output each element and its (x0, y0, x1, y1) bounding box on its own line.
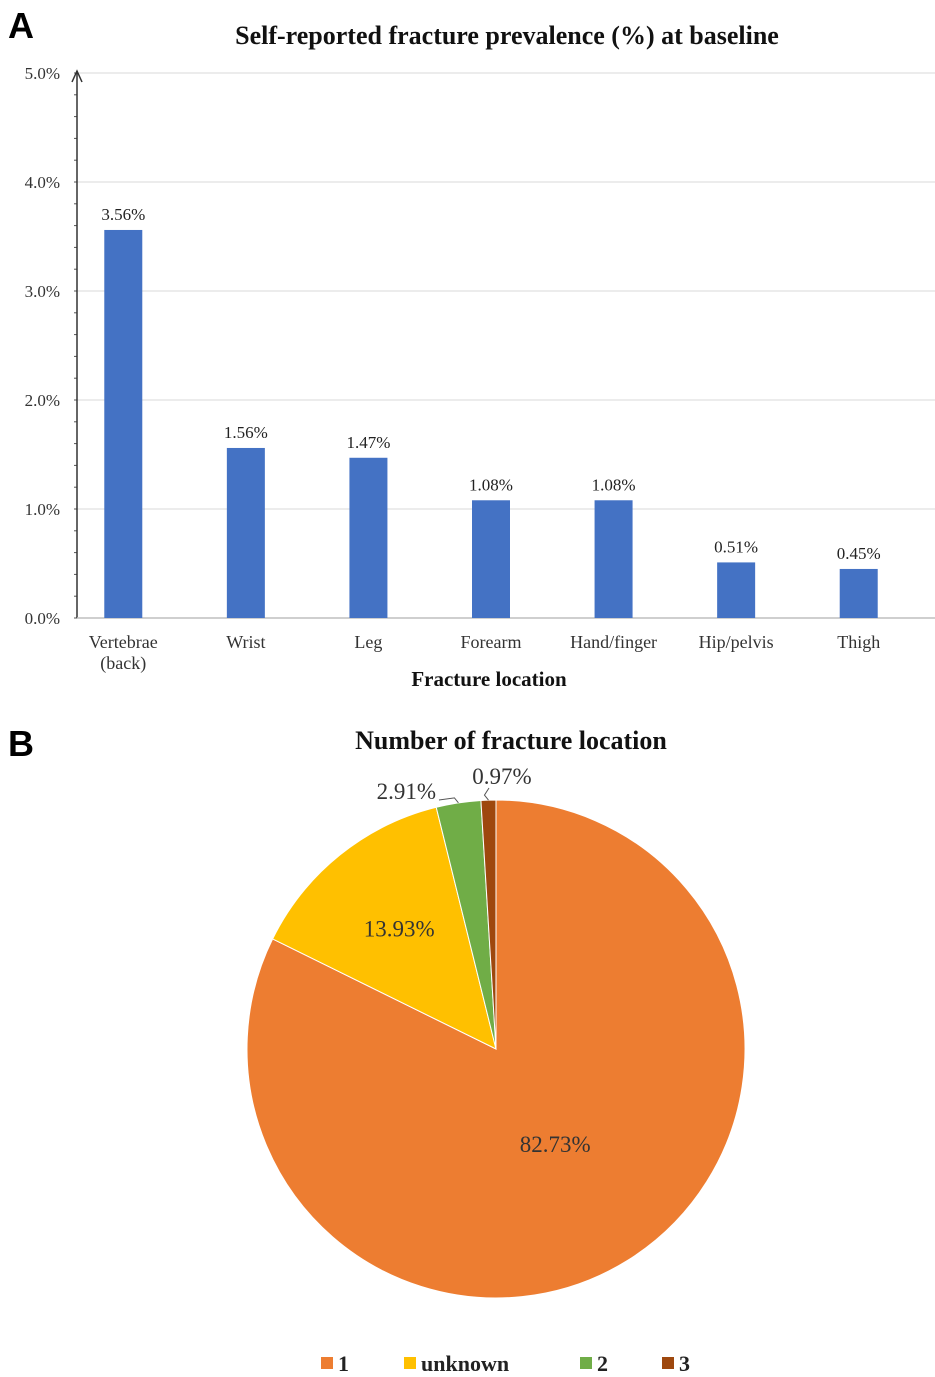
bar (472, 500, 510, 618)
data-label: 1.08% (592, 475, 636, 494)
bar (595, 500, 633, 618)
bar (717, 562, 755, 618)
x-category-label: Forearm (461, 632, 522, 652)
data-label: 1.08% (469, 475, 513, 494)
bar (349, 458, 387, 618)
data-label: 0.51% (714, 537, 758, 556)
y-tick-label: 2.0% (25, 391, 60, 410)
pie-slice-label: 2.91% (377, 779, 436, 804)
legend-label: 2 (597, 1351, 608, 1376)
legend-label: 1 (338, 1351, 349, 1376)
data-label: 0.45% (837, 544, 881, 563)
x-category-label: Leg (354, 632, 382, 652)
legend-swatch (321, 1357, 333, 1369)
pie-chart-title: Number of fracture location (355, 726, 667, 755)
pie-chart-slices (247, 800, 745, 1298)
pie-chart-legend: 1 unknown 2 3 (321, 1351, 690, 1376)
x-category-label: Thigh (837, 632, 880, 652)
x-category-label: (back) (100, 653, 146, 674)
pie-leader-line (484, 788, 489, 800)
bar (840, 569, 878, 618)
bar-chart-title: Self-reported fracture prevalence (%) at… (235, 21, 779, 50)
bar-chart-gridlines (77, 73, 935, 509)
legend-label: unknown (421, 1351, 509, 1376)
bar-chart-x-axis-title: Fracture location (411, 667, 567, 691)
data-label: 1.56% (224, 423, 268, 442)
bar (104, 230, 142, 618)
panel-a-letter: A (8, 5, 34, 46)
panel-b-letter: B (8, 723, 34, 764)
y-tick-label: 1.0% (25, 500, 60, 519)
x-category-label: Hip/pelvis (699, 632, 774, 652)
data-label: 3.56% (101, 205, 145, 224)
bar-chart-bars (104, 230, 877, 618)
pie-slice-label: 13.93% (364, 917, 435, 942)
x-category-label: Wrist (226, 632, 265, 652)
pie-leader-line (439, 798, 458, 803)
y-tick-label: 4.0% (25, 173, 60, 192)
legend-swatch (662, 1357, 674, 1369)
legend-label: 3 (679, 1351, 690, 1376)
x-category-label: Vertebrae (89, 632, 158, 652)
y-tick-label: 0.0% (25, 609, 60, 628)
bar (227, 448, 265, 618)
data-label: 1.47% (346, 433, 390, 452)
pie-slice-label: 0.97% (472, 764, 531, 789)
y-tick-label: 5.0% (25, 64, 60, 83)
bar-chart-y-ticks: 0.0% 1.0% 2.0% 3.0% 4.0% 5.0% (25, 64, 60, 628)
legend-swatch (580, 1357, 592, 1369)
y-tick-label: 3.0% (25, 282, 60, 301)
legend-swatch (404, 1357, 416, 1369)
pie-slice-label: 82.73% (520, 1132, 591, 1157)
x-category-label: Hand/finger (570, 632, 657, 652)
